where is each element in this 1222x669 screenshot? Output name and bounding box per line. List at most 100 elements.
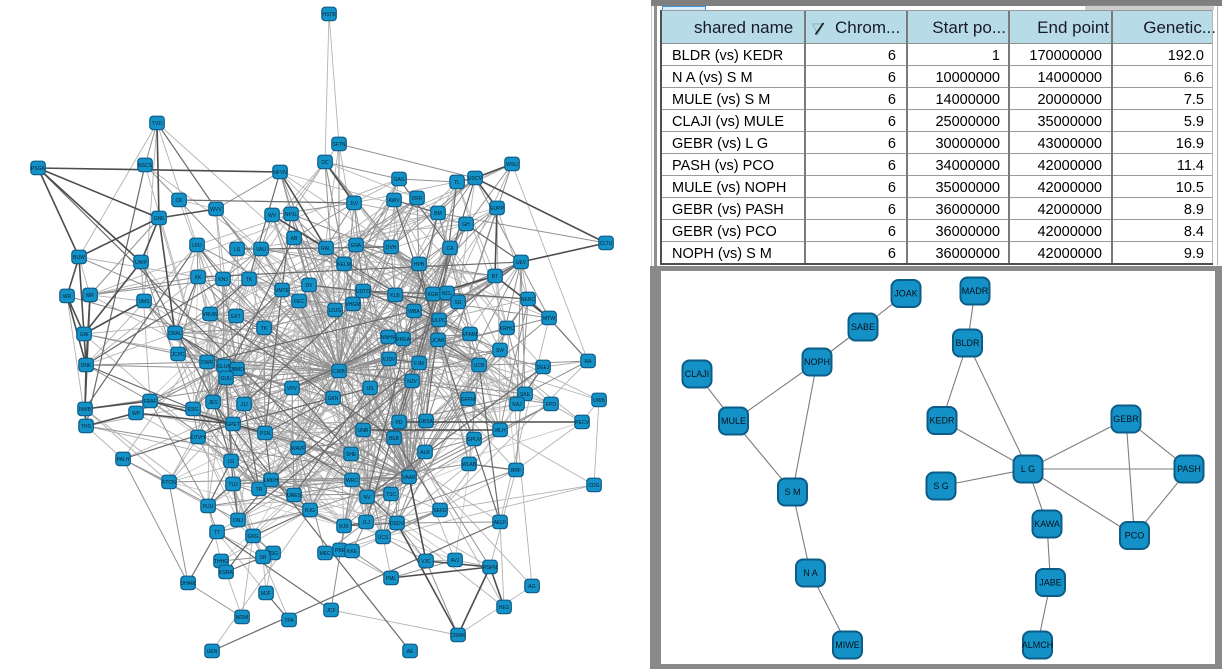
svg-text:WBA: WBA — [408, 309, 420, 315]
svg-text:CWB: CWB — [333, 369, 345, 375]
svg-text:THS: THS — [81, 424, 92, 430]
svg-text:PECV: PECV — [575, 420, 589, 426]
svg-text:DNJ: DNJ — [233, 518, 243, 524]
svg-text:AB: AB — [291, 236, 298, 242]
svg-text:NWB: NWB — [79, 407, 91, 413]
svg-text:ESG: ESG — [188, 407, 199, 413]
svg-text:SABE: SABE — [851, 322, 875, 332]
svg-text:GAG: GAG — [393, 177, 404, 183]
svg-text:VFMM: VFMM — [463, 332, 478, 338]
svg-text:GEBR: GEBR — [1113, 414, 1139, 424]
svg-text:GPET: GPET — [226, 422, 240, 428]
svg-text:MULE: MULE — [721, 416, 746, 426]
svg-text:PALH: PALH — [117, 457, 130, 463]
svg-text:LMDH: LMDH — [264, 478, 279, 484]
svg-text:PSN: PSN — [260, 431, 271, 437]
svg-text:TL: TL — [454, 180, 460, 186]
svg-text:MJF: MJF — [261, 591, 271, 597]
svg-text:DSDV: DSDV — [390, 521, 405, 527]
svg-text:S G: S G — [933, 481, 949, 491]
svg-text:WLAB: WLAB — [462, 462, 477, 468]
svg-text:FEC: FEC — [294, 299, 304, 305]
svg-text:GFFM: GFFM — [461, 397, 475, 403]
svg-text:MTW: MTW — [543, 316, 555, 322]
svg-text:WAVF: WAVF — [291, 446, 305, 452]
svg-text:SKE: SKE — [520, 392, 531, 398]
svg-text:NV: NV — [364, 495, 372, 501]
svg-text:PUU: PUU — [203, 504, 214, 510]
svg-text:HSTB: HSTB — [322, 12, 336, 18]
svg-text:KNJ: KNJ — [218, 277, 228, 283]
svg-text:TPA: TPA — [284, 618, 294, 624]
svg-text:KRHC: KRHC — [500, 326, 515, 332]
svg-text:BUW: BUW — [73, 255, 85, 261]
svg-text:PML: PML — [386, 576, 397, 582]
svg-text:TSC: TSC — [386, 492, 396, 498]
svg-text:ALR: ALR — [420, 450, 430, 456]
svg-text:NERC: NERC — [521, 297, 536, 303]
svg-text:UWB: UWB — [593, 398, 605, 404]
svg-text:LDJG: LDJG — [329, 308, 342, 314]
svg-text:UCB: UCB — [474, 363, 485, 369]
svg-text:RJG: RJG — [305, 508, 315, 514]
svg-text:GKN: GKN — [328, 396, 339, 402]
svg-text:CRWK: CRWK — [450, 633, 466, 639]
svg-text:HPB: HPB — [414, 262, 425, 268]
svg-text:TVD: TVD — [152, 121, 162, 127]
svg-text:KAJ: KAJ — [512, 402, 522, 408]
svg-text:DRR: DRR — [412, 196, 423, 202]
svg-text:DEEJ: DEEJ — [537, 365, 550, 371]
svg-text:CLTU: CLTU — [600, 241, 613, 247]
svg-text:AWV: AWV — [388, 198, 400, 204]
svg-text:EUPP: EUPP — [490, 206, 504, 212]
svg-text:PSGK: PSGK — [31, 166, 46, 172]
svg-text:JABE: JABE — [1039, 577, 1062, 587]
svg-text:MR: MR — [86, 293, 94, 299]
svg-text:DTVH: DTVH — [191, 435, 205, 441]
svg-text:RA: RA — [585, 359, 593, 365]
svg-text:WDM: WDM — [236, 615, 249, 621]
svg-text:VAAR: VAAR — [402, 475, 416, 481]
svg-text:ENA: ENA — [351, 243, 362, 249]
svg-text:NPJL: NPJL — [285, 212, 297, 218]
svg-text:TR: TR — [256, 487, 263, 493]
svg-text:NCL: NCL — [442, 291, 452, 297]
svg-text:DNK: DNK — [81, 363, 92, 369]
svg-text:UDCV: UDCV — [468, 176, 483, 182]
svg-text:TK: TK — [261, 326, 268, 332]
svg-text:RSFN: RSFN — [483, 565, 497, 571]
svg-text:RJK: RJK — [339, 524, 349, 530]
svg-text:THHG: THHG — [214, 559, 228, 565]
svg-text:NNHV: NNHV — [381, 335, 396, 341]
svg-text:DHAW: DHAW — [180, 581, 195, 587]
svg-text:AELF: AELF — [494, 520, 507, 526]
svg-text:CRAL: CRAL — [168, 331, 182, 337]
svg-text:PD: PD — [396, 420, 403, 426]
svg-text:AG: AG — [528, 584, 535, 590]
svg-text:JCPC: JCPC — [171, 352, 184, 358]
svg-text:JOAK: JOAK — [894, 288, 918, 298]
svg-text:SR: SR — [260, 555, 267, 561]
svg-text:KGR: KGR — [428, 292, 439, 298]
svg-text:S M: S M — [784, 487, 800, 497]
svg-text:TK: TK — [246, 277, 253, 283]
svg-text:NSCS: NSCS — [138, 163, 153, 169]
svg-text:RREA: RREA — [396, 337, 411, 343]
svg-text:UDTD: UDTD — [356, 289, 370, 295]
svg-text:PCO: PCO — [1125, 530, 1145, 540]
svg-text:DC: DC — [321, 160, 329, 166]
svg-text:NJV: NJV — [407, 379, 417, 385]
svg-text:DVH: DVH — [386, 245, 397, 251]
svg-text:JBMD: JBMD — [230, 367, 244, 373]
svg-text:VJDV: VJDV — [383, 357, 396, 363]
svg-text:CK: CK — [176, 198, 184, 204]
svg-text:UEN: UEN — [207, 649, 218, 655]
svg-text:TUJ: TUJ — [228, 482, 238, 488]
svg-text:UNR: UNR — [358, 428, 369, 434]
svg-text:KEDR: KEDR — [929, 415, 955, 425]
svg-text:TT: TT — [214, 530, 220, 536]
svg-text:BM: BM — [434, 211, 442, 217]
svg-text:VAU: VAU — [256, 247, 266, 253]
svg-text:EKT: EKT — [231, 314, 241, 320]
svg-text:DV: DV — [306, 283, 314, 289]
